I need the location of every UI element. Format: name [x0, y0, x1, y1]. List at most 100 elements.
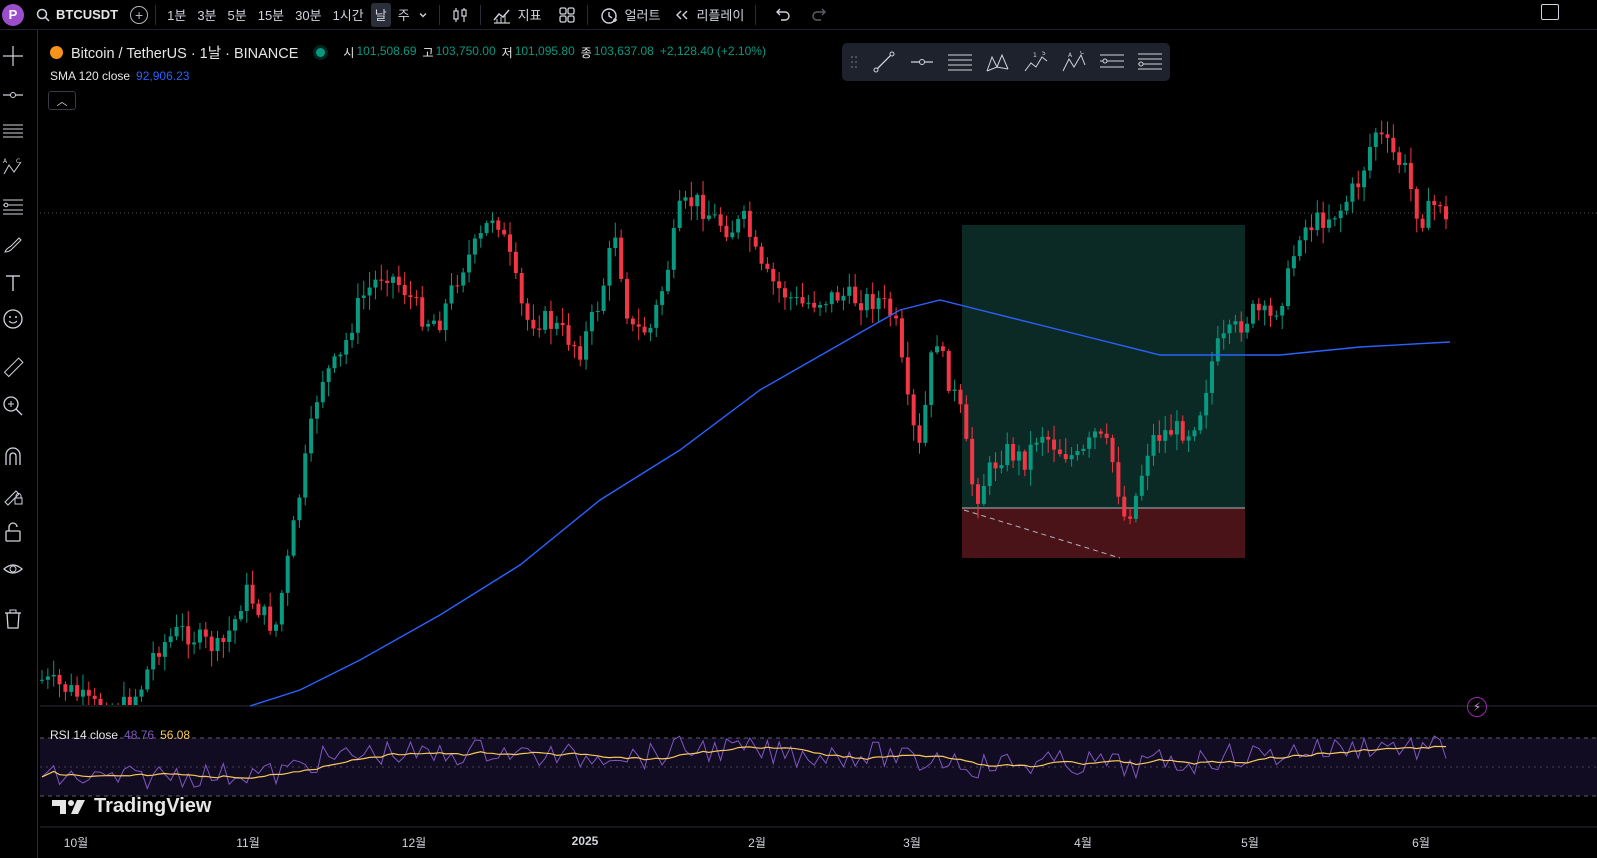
- rsi-legend[interactable]: RSI 14 close 48.76 56.08: [50, 728, 190, 742]
- rsi-ma-value: 56.08: [160, 728, 191, 742]
- candle-body: [736, 218, 741, 233]
- unlock-icon[interactable]: [0, 519, 26, 545]
- candle-body: [677, 200, 682, 228]
- price-chart[interactable]: [40, 30, 1597, 858]
- interval-5[interactable]: 30분: [295, 8, 322, 23]
- trend-line-icon[interactable]: [870, 48, 898, 76]
- fib-retracement-icon[interactable]: [0, 194, 26, 220]
- candle-body: [712, 214, 717, 216]
- zoom-in-icon[interactable]: [0, 393, 26, 419]
- candle-body: [724, 225, 729, 238]
- lightning-icon[interactable]: ⚡: [1467, 697, 1487, 717]
- symbol-label: BTCUSDT: [56, 7, 119, 22]
- replay-button[interactable]: 리플레이: [670, 3, 748, 27]
- interval-6[interactable]: 1시간: [332, 8, 364, 23]
- crosshair-icon[interactable]: [0, 43, 26, 69]
- collapse-legend-button[interactable]: ︿: [48, 91, 76, 110]
- indicators-button[interactable]: 지표: [488, 3, 546, 27]
- rsi-ma-line: [41, 745, 1447, 779]
- emoji-icon[interactable]: [0, 306, 26, 332]
- alert-button[interactable]: 얼러트: [595, 3, 665, 27]
- candle-body: [496, 220, 501, 230]
- channel-tool-icon[interactable]: [946, 48, 974, 76]
- candle-body: [256, 603, 261, 616]
- sma-value: 92,906.23: [136, 69, 190, 83]
- candle-body: [1397, 152, 1402, 165]
- undo-button[interactable]: [769, 3, 795, 27]
- fib-extension-icon[interactable]: [1136, 48, 1164, 76]
- candle-body: [332, 356, 337, 369]
- candle-body: [478, 233, 483, 239]
- lock-drawing-icon[interactable]: [0, 482, 26, 508]
- xabcd-pattern-icon[interactable]: [984, 48, 1012, 76]
- divider: [755, 4, 757, 25]
- brush-icon[interactable]: [0, 232, 26, 258]
- undo-icon: [776, 8, 790, 21]
- candle-body: [1005, 443, 1010, 466]
- candle-body: [964, 404, 969, 439]
- candle-body: [180, 626, 185, 628]
- candle-body: [946, 350, 951, 391]
- candle-body: [344, 340, 349, 355]
- candle-body: [151, 653, 156, 670]
- candle-body: [595, 310, 600, 312]
- time-tick-label: 11월: [236, 836, 260, 850]
- layouts-button[interactable]: [554, 3, 580, 27]
- candle-body: [186, 626, 191, 645]
- candle-body: [531, 319, 536, 329]
- candle-body: [1362, 170, 1367, 188]
- candle-body: [250, 584, 255, 604]
- fullscreen-button[interactable]: [1541, 4, 1559, 20]
- text-tool-icon[interactable]: [0, 270, 26, 296]
- candle-body: [625, 279, 629, 319]
- user-avatar[interactable]: P: [2, 3, 24, 26]
- drag-handle-icon[interactable]: [848, 48, 860, 76]
- interval-4[interactable]: 15분: [257, 8, 285, 23]
- candle-body: [426, 323, 431, 327]
- candle-body: [548, 310, 553, 329]
- candle-body: [350, 332, 355, 341]
- candle-body: [800, 297, 805, 304]
- trash-icon[interactable]: [0, 606, 26, 632]
- candle-body: [86, 689, 91, 696]
- position-loss-zone: [962, 508, 1245, 558]
- symbol-search[interactable]: BTCUSDT: [36, 7, 118, 22]
- parallel-channel-icon[interactable]: [0, 118, 26, 144]
- candle-body: [1174, 421, 1179, 435]
- candle-body: [859, 303, 863, 311]
- candle-body: [320, 381, 325, 403]
- magnet-icon[interactable]: [0, 443, 26, 469]
- candle-body: [484, 223, 489, 234]
- interval-7[interactable]: 날: [370, 2, 391, 27]
- candle-body: [607, 248, 612, 286]
- tradingview-logo[interactable]: TradingView: [52, 795, 211, 818]
- redo-button[interactable]: [807, 3, 833, 27]
- chart-type-button[interactable]: [447, 3, 473, 27]
- interval-3[interactable]: 5분: [227, 8, 247, 23]
- ruler-icon[interactable]: [0, 355, 26, 381]
- candle-body: [806, 302, 811, 304]
- time-axis[interactable]: 10월 11월 12월 2025 2월 3월 4월 5월 6월: [40, 830, 1597, 858]
- symbol-title[interactable]: Bitcoin / TetherUS · 1날 · BINANCE: [71, 46, 299, 62]
- svg-text:A: A: [3, 158, 8, 165]
- candle-body: [513, 251, 518, 274]
- candle-body: [777, 281, 782, 289]
- horizontal-ray-tool-icon[interactable]: [908, 48, 936, 76]
- eye-icon[interactable]: [0, 556, 26, 582]
- chevron-down-icon: [419, 12, 427, 17]
- candle-body: [1420, 218, 1425, 228]
- horizontal-ray-icon[interactable]: [0, 82, 26, 108]
- interval-dropdown-button[interactable]: [414, 3, 432, 27]
- interval-8[interactable]: 주: [397, 8, 410, 23]
- fib-tool-icon[interactable]: [1098, 48, 1126, 76]
- compare-symbol-button[interactable]: +: [130, 5, 149, 24]
- interval-1[interactable]: 1분: [167, 8, 187, 23]
- candle-body: [80, 689, 85, 697]
- candle-body: [449, 285, 454, 304]
- high-value: 103,750.00: [435, 44, 496, 58]
- interval-2[interactable]: 3분: [197, 8, 217, 23]
- sma-legend[interactable]: SMA 120 close 92,906.23: [50, 69, 189, 83]
